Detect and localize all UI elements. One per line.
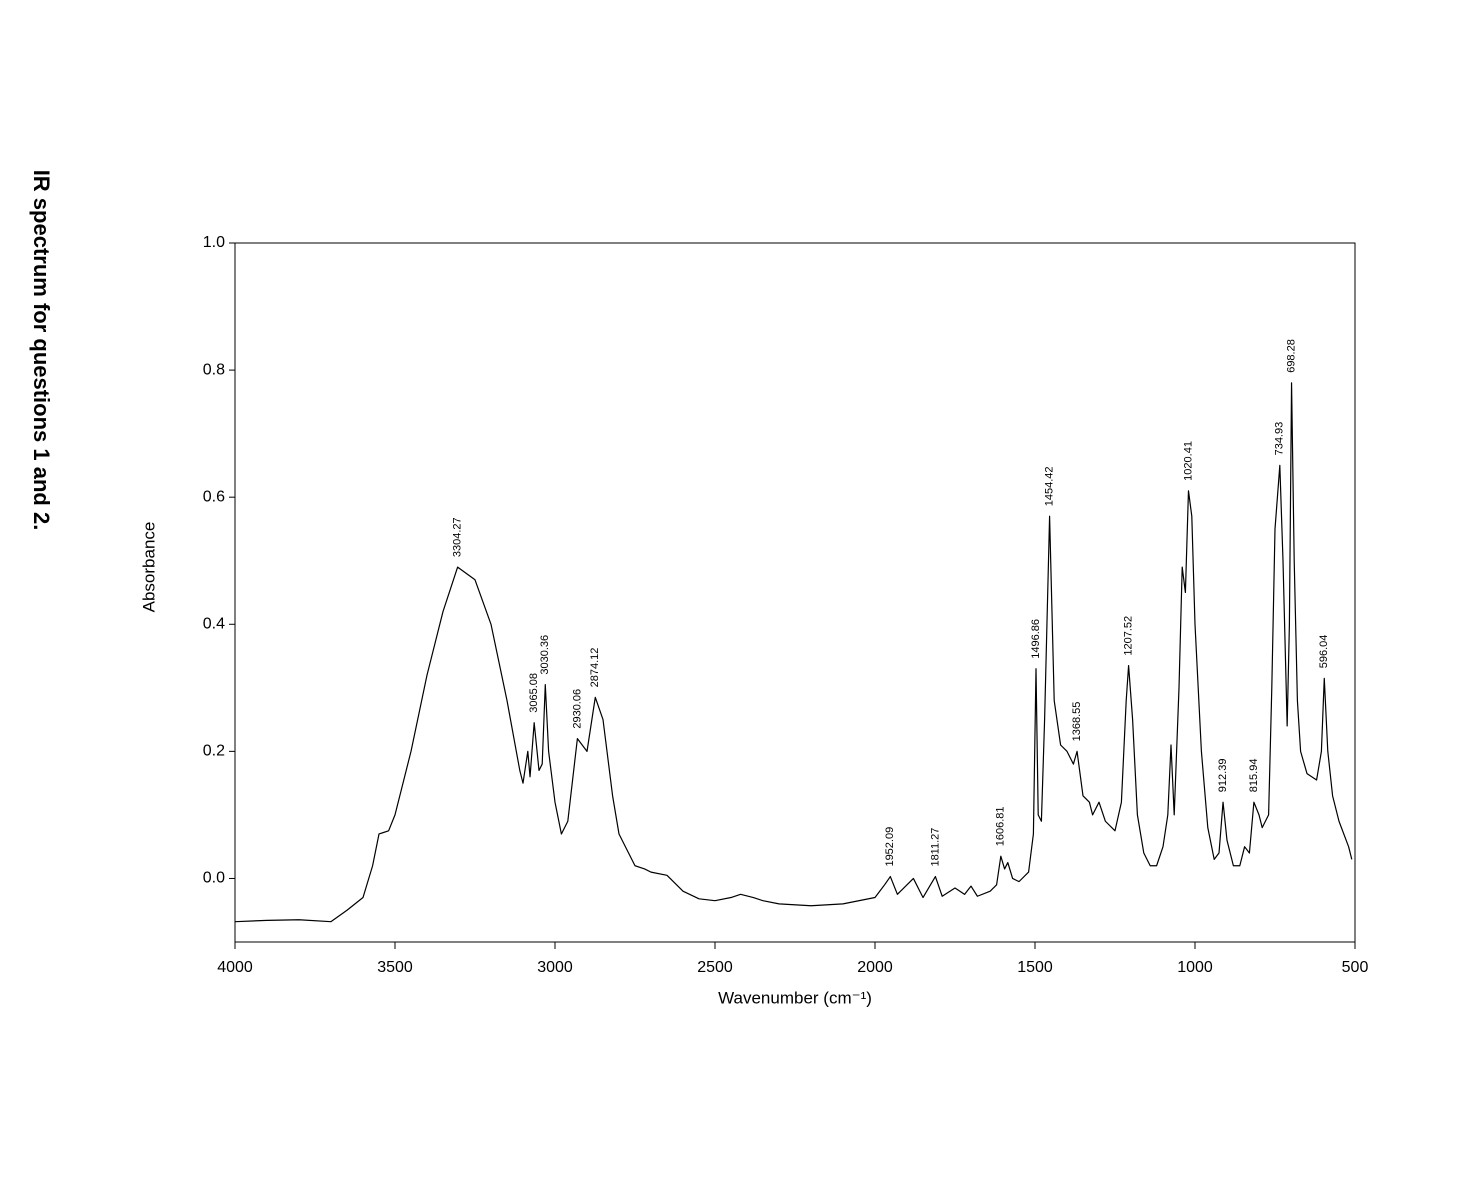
peak-label: 912.39 — [1217, 759, 1229, 793]
x-tick-label: 2500 — [697, 959, 733, 976]
x-tick-label: 2000 — [857, 959, 893, 976]
peak-label: 596.04 — [1318, 635, 1330, 669]
peak-label: 3030.36 — [539, 635, 551, 675]
x-tick-label: 3000 — [537, 959, 573, 976]
y-axis-label: Absorbance — [139, 522, 158, 613]
peak-label: 1811.27 — [929, 828, 941, 867]
peak-label: 1454.42 — [1043, 466, 1055, 506]
peak-label: 2874.12 — [589, 648, 601, 688]
peak-label: 1952.09 — [884, 827, 896, 867]
y-tick-label: 0.6 — [203, 488, 225, 505]
y-tick-label: 0.0 — [203, 870, 225, 887]
peak-label: 1020.41 — [1182, 441, 1194, 481]
x-axis-label: Wavenumber (cm⁻¹) — [718, 988, 872, 1007]
y-tick-label: 0.4 — [203, 615, 225, 632]
peak-label: 3304.27 — [452, 517, 464, 557]
x-tick-label: 1500 — [1017, 959, 1053, 976]
plot-frame — [234, 242, 1356, 943]
y-tick-label: 0.2 — [203, 743, 225, 760]
y-tick-label: 1.0 — [203, 234, 225, 251]
peak-label: 2930.06 — [571, 689, 583, 729]
spectrum-line — [234, 382, 1353, 923]
peak-label: 1368.55 — [1071, 702, 1083, 742]
y-tick-label: 0.8 — [203, 361, 225, 378]
x-tick-label: 3500 — [377, 959, 413, 976]
peak-label: 734.93 — [1274, 422, 1286, 456]
peak-label: 1207.52 — [1122, 616, 1134, 656]
x-tick-label: 1000 — [1177, 959, 1213, 976]
peak-label: 815.94 — [1248, 759, 1260, 793]
peak-label: 3065.08 — [528, 673, 540, 713]
x-tick-label: 500 — [1342, 959, 1369, 976]
peak-label: 1606.81 — [995, 806, 1007, 846]
peak-label: 698.28 — [1285, 339, 1297, 373]
chart-title: IR spectrum for questions 1 and 2. — [29, 170, 54, 531]
peak-label: 1496.86 — [1030, 619, 1042, 659]
x-tick-label: 4000 — [217, 959, 253, 976]
